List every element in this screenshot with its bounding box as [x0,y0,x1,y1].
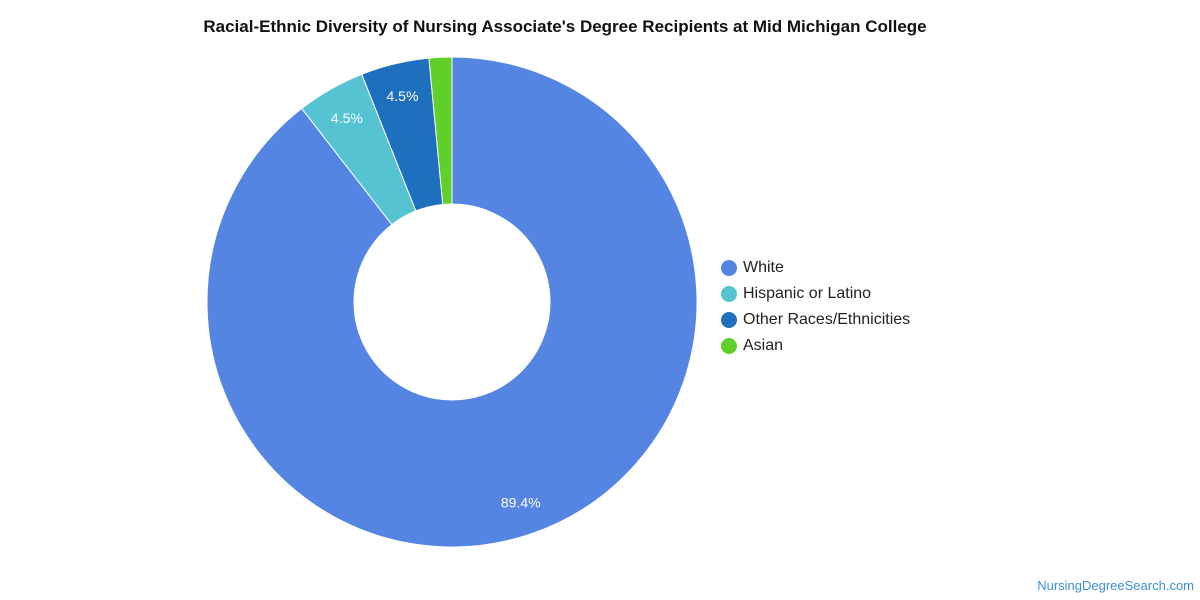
legend: White Hispanic or Latino Other Races/Eth… [721,255,910,359]
source-link[interactable]: NursingDegreeSearch.com [1037,578,1194,593]
legend-item-hispanic-or-latino[interactable]: Hispanic or Latino [721,281,910,307]
legend-item-other-races[interactable]: Other Races/Ethnicities [721,307,910,333]
legend-label-asian: Asian [743,337,784,354]
legend-label-hispanic-or-latino: Hispanic or Latino [743,285,872,302]
legend-swatch-white [721,260,737,276]
slice-white[interactable] [206,56,698,548]
legend-item-asian[interactable]: Asian [721,333,910,359]
slice-label-hispanic-or-latino: 4.5% [331,110,363,126]
legend-swatch-asian [721,338,737,354]
chart-title: Racial-Ethnic Diversity of Nursing Assoc… [203,17,927,36]
legend-item-white[interactable]: White [721,255,910,281]
slice-label-white: 89.4% [501,495,541,511]
legend-swatch-hispanic-or-latino [721,286,737,302]
legend-label-other-races: Other Races/Ethnicities [743,311,911,328]
slice-label-other-races-ethnicities: 4.5% [387,88,419,104]
slice-asian[interactable] [428,56,453,205]
legend-swatch-other-races [721,312,737,328]
legend-label-white: White [743,259,784,276]
